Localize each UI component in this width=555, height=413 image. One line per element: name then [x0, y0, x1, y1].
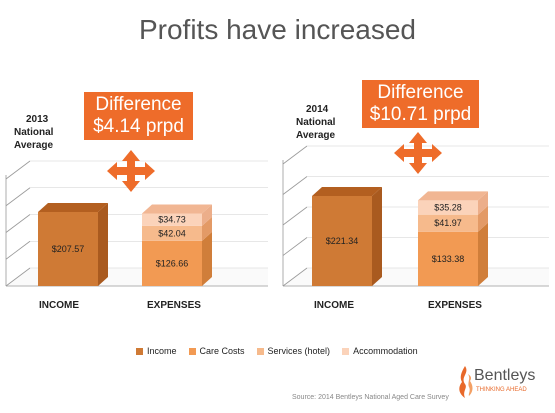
bar-top [38, 202, 108, 212]
gridline [5, 160, 31, 180]
gridline [282, 237, 308, 256]
data-label: $133.38 [432, 254, 465, 264]
source-note: Source: 2014 Bentleys National Aged Care… [292, 394, 449, 401]
legend-label: Income [147, 346, 177, 356]
gridline [5, 267, 31, 287]
legend-item-accommodation: Accommodation [342, 346, 418, 356]
average-label-2014: 2014 National Average [296, 103, 335, 142]
difference-value: $4.14 prpd [93, 116, 184, 137]
average-line: National [296, 117, 336, 128]
legend-label: Services (hotel) [267, 346, 331, 356]
gridline [282, 206, 308, 226]
bar-top [142, 204, 212, 214]
bar-segment [142, 225, 202, 241]
flame-icon [459, 366, 473, 398]
bar-segment [418, 214, 478, 232]
bar-segment [418, 200, 478, 215]
bar-segment [142, 240, 202, 286]
data-label: $41.97 [434, 218, 462, 228]
bar-side [98, 202, 108, 286]
bar-side [202, 216, 212, 241]
difference-box-2013: Difference $4.14 prpd [84, 92, 193, 140]
bar-side [202, 231, 212, 286]
difference-arrow [394, 144, 442, 162]
category-label-income: INCOME [39, 300, 79, 311]
difference-arrow-up [122, 150, 140, 167]
average-line: Average [14, 140, 54, 151]
average-line: National [14, 127, 54, 138]
bentleys-logo: Bentleys THINKING AHEAD [454, 363, 554, 407]
gridline [5, 187, 31, 207]
data-label: $34.73 [158, 215, 186, 225]
bar-side [478, 205, 488, 232]
gridline [282, 267, 308, 287]
data-label: $221.34 [326, 236, 359, 246]
difference-label: Difference [377, 82, 464, 103]
difference-arrow-down [409, 157, 427, 174]
average-year: 2013 [26, 114, 49, 125]
bar-segment [418, 231, 478, 286]
data-label: $207.57 [52, 244, 85, 254]
legend-swatch [256, 347, 264, 355]
data-label: $126.66 [156, 258, 189, 268]
data-label: $35.28 [434, 203, 462, 213]
legend-label: Accommodation [353, 346, 418, 356]
legend: Income Care Costs Services (hotel) Accom… [136, 346, 430, 356]
gridline [282, 176, 308, 195]
page-title: Profits have increased [138, 14, 417, 45]
difference-arrow-down [122, 175, 140, 192]
bar-segment [38, 211, 98, 286]
category-label-expenses: EXPENSES [428, 300, 482, 311]
bar-top [312, 186, 382, 196]
legend-swatch [136, 347, 143, 355]
difference-arrow [107, 162, 155, 180]
bar-side [372, 186, 382, 286]
difference-label: Difference [95, 94, 182, 115]
gridline [5, 214, 31, 233]
gridline [5, 240, 31, 260]
bar-segment [312, 195, 372, 286]
legend-item-income: Income [136, 346, 177, 356]
bar-side [202, 204, 212, 226]
logo-name: Bentleys [474, 367, 536, 384]
bar-top [418, 191, 488, 201]
data-label: $42.04 [158, 228, 186, 238]
average-year: 2014 [306, 104, 329, 115]
gridline [282, 145, 308, 165]
category-label-income: INCOME [314, 300, 354, 311]
category-label-expenses: EXPENSES [147, 300, 201, 311]
bar-side [478, 222, 488, 286]
bar-side [478, 191, 488, 215]
legend-swatch [342, 347, 350, 355]
legend-item-care-costs: Care Costs [188, 346, 245, 356]
logo-tagline: THINKING AHEAD [476, 387, 527, 393]
difference-value: $10.71 prpd [369, 104, 472, 125]
legend-swatch [188, 347, 196, 355]
difference-box-2014: Difference $10.71 prpd [362, 80, 479, 128]
average-label-2013: 2013 National Average [14, 113, 53, 152]
bar-segment [142, 213, 202, 226]
average-line: Average [296, 130, 336, 141]
legend-label: Care Costs [199, 346, 245, 356]
legend-item-services: Services (hotel) [256, 346, 331, 356]
difference-arrow-up [409, 132, 427, 149]
